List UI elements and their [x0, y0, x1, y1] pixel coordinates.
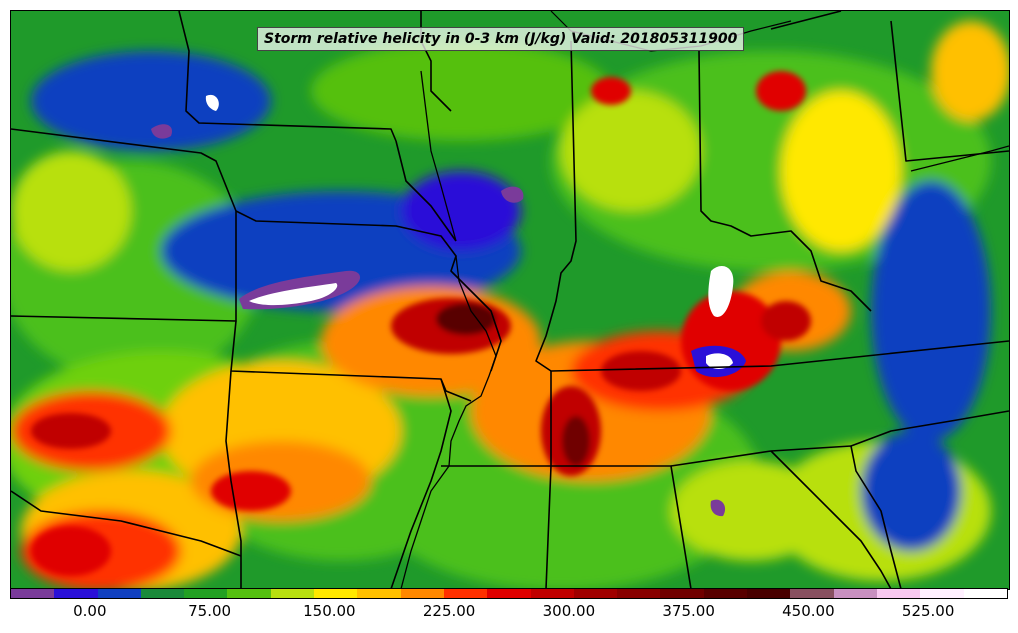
colorbar-swatch — [530, 589, 574, 598]
colorbar-tick-label: 150.00 — [303, 602, 356, 620]
colorbar-tick-label: 450.00 — [782, 602, 835, 620]
colorbar-swatch — [617, 589, 661, 598]
colorbar-swatch — [54, 589, 98, 598]
colorbar-swatch — [443, 589, 488, 598]
colorbar-tick-label: 300.00 — [542, 602, 596, 620]
colorbar-swatch — [876, 589, 921, 598]
map-title: Storm relative helicity in 0-3 km (J/kg)… — [257, 27, 745, 51]
colorbar-swatch — [227, 589, 271, 598]
colorbar-swatch — [184, 589, 228, 598]
helicity-map: Storm relative helicity in 0-3 km (J/kg)… — [10, 10, 1010, 590]
colorbar-swatch — [487, 589, 531, 598]
colorbar-swatch — [357, 589, 401, 598]
colorbar-tick-label: 525.00 — [901, 602, 955, 620]
colorbar-tick-label: 0.00 — [73, 602, 107, 620]
colorbar-swatch — [660, 589, 704, 598]
colorbar-swatch — [747, 589, 791, 598]
colorbar-tick-labels: 0.00 75.00 150.00 225.00 300.00 375.00 450.00 5… — [10, 602, 1008, 624]
colorbar-swatch — [270, 589, 315, 598]
mississippi-river — [400, 70, 497, 589]
colorbar-swatch — [573, 589, 618, 598]
colorbar-swatch — [314, 589, 358, 598]
colorbar-swatch — [790, 589, 834, 598]
colorbar-tick-label: 375.00 — [662, 602, 715, 620]
negative-helicity-patches — [151, 94, 746, 517]
colorbar-swatch — [963, 589, 1007, 598]
colorbar-swatch — [97, 589, 141, 598]
colorbar-swatch — [920, 589, 964, 598]
colorbar-swatch — [703, 589, 748, 598]
colorbar — [10, 588, 1008, 599]
colorbar-swatch — [140, 589, 185, 598]
colorbar-swatch — [833, 589, 877, 598]
colorbar-swatch — [400, 589, 444, 598]
colorbar-tick-label: 75.00 — [188, 602, 232, 620]
colorbar-tick-label: 225.00 — [422, 602, 476, 620]
colorbar-swatch — [11, 589, 55, 598]
